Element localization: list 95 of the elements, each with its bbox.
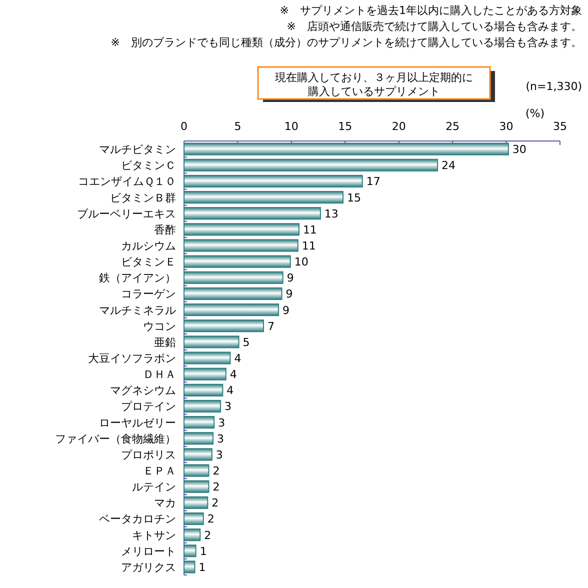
bar [184,336,240,348]
y-tick-label: マルチビタミン [99,143,176,156]
text: ※ 別のブランドでも同じ種類（成分）のサプリメントを続けて購入している場合も含みます。 [110,36,582,49]
bar [184,320,264,332]
data-label: 3 [218,416,226,430]
x-tick-label: 30 [499,120,514,133]
bar [184,384,224,396]
y-tick-label: プロポリス [121,448,176,462]
data-label: 4 [226,384,234,398]
y-tick-label: プロテイン [121,400,176,414]
data-label: 9 [282,304,290,317]
data-label: 2 [212,480,220,494]
bar [184,287,282,300]
data-label: 17 [366,175,380,188]
bar [184,190,344,204]
text: ※ サプリメントを過去1年以内に購入したことがある方対象 [280,4,582,17]
y-tick-label: コエンザイムＱ１０ [78,175,176,188]
bar [184,368,226,380]
y-tick-label: ベータカロチン [99,512,176,526]
x-tick-label: 0 [180,120,188,133]
x-tick-label: 5 [234,120,242,133]
text: (n=1,330) [526,80,582,93]
y-tick-label: ブルーベリーエキス [77,207,176,220]
y-tick-label: ＥＰＡ [143,464,176,478]
data-label: 3 [216,448,223,462]
y-tick-label: ビタミンＢ群 [110,191,176,204]
y-tick-label: コラーゲン [121,288,176,301]
bar [184,352,231,364]
data-label: 13 [324,207,338,220]
x-tick-label: 10 [284,120,298,133]
y-tick-label: 香酢 [154,223,176,236]
bar [184,255,291,268]
bar [184,303,280,316]
data-label: 1 [198,560,206,574]
data-label: 1 [200,544,207,558]
data-label: 30 [512,143,526,156]
bar [184,448,212,461]
y-tick-label: マルチミネラル [99,304,176,317]
data-label: 7 [267,320,274,333]
data-label: 2 [204,528,212,542]
y-tick-label: メリロート [121,544,176,558]
data-label: 3 [224,400,232,414]
data-label: 11 [302,223,317,236]
x-tick-label: 35 [553,120,567,133]
x-axis-title: (%) [525,107,545,120]
bar [184,464,210,477]
data-label: 4 [234,352,242,365]
y-tick-label: ファイバー（食物繊維） [55,432,176,446]
bar [184,239,298,252]
y-tick-label: 鉄（アイアン） [99,272,176,285]
y-tick-label: カルシウム [121,239,176,252]
y-tick-label: マグネシウム [110,384,176,398]
data-label: 2 [207,512,214,526]
bar [184,560,196,574]
text: ※ 店頭や通信販売で続けて購入している場合も含みます。 [286,20,582,33]
y-tick-label: 亜鉛 [154,336,176,349]
bar [184,400,222,413]
bar [184,174,363,188]
data-label: 15 [346,191,361,204]
y-tick-label: ビタミンＥ [121,256,176,269]
x-tick-label: 20 [392,120,406,133]
chart-title: 現在購入しており、３ヶ月以上定期的に購入しているサプリメント [275,71,473,98]
data-label: 2 [212,496,219,510]
bar [184,496,208,509]
data-label: 9 [286,288,293,301]
bar [184,544,196,558]
data-label: 11 [302,239,316,252]
data-label: 9 [286,272,294,285]
data-label: 10 [294,256,308,269]
data-label: 3 [217,432,224,446]
bar [184,432,214,445]
y-tick-label: アガリクス [121,560,176,574]
y-tick-label: キトサン [132,528,176,542]
data-label: 2 [212,464,220,478]
y-tick-label: ローヤルゼリー [99,416,176,430]
bar [184,223,300,236]
y-tick-label: ルテイン [132,480,176,494]
data-label: 24 [442,159,456,172]
data-label: 4 [230,368,237,382]
x-tick-label: 15 [338,120,352,133]
x-tick-label: 25 [446,120,460,133]
bar [184,271,284,284]
y-tick-label: ビタミンＣ [121,159,176,172]
y-tick-label: ＤＨＡ [143,368,176,382]
y-tick-label: 大豆イソフラボン [88,352,176,365]
bar [184,416,215,429]
data-label: 5 [242,336,250,349]
bar [184,158,438,172]
bar [184,480,210,493]
y-tick-label: ウコン [143,320,176,333]
bar [184,142,509,156]
bar [184,512,204,526]
y-tick-label: マカ [154,496,176,510]
bar [184,528,201,542]
bar [184,207,321,220]
